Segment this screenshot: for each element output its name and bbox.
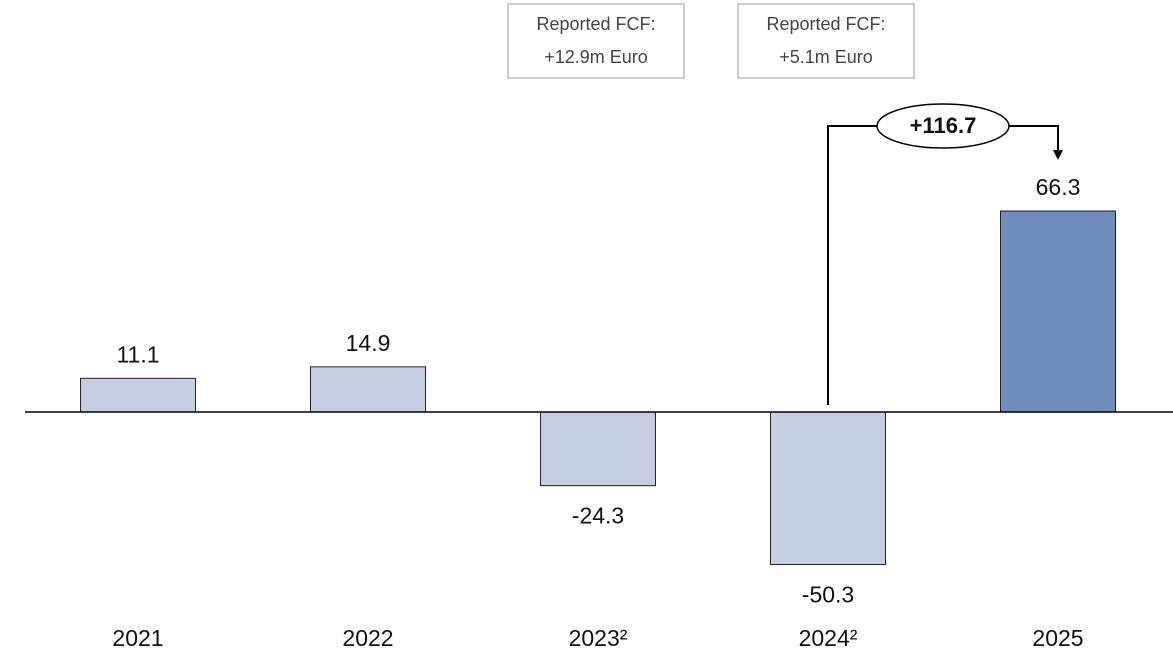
bar (80, 377, 196, 413)
annotation-text: +12.9m Euro (544, 47, 648, 67)
x-tick-label: 2024² (799, 625, 858, 651)
x-tick-label: 2022 (342, 625, 393, 651)
bar (1000, 210, 1116, 413)
change-bubble (876, 103, 1010, 149)
value-label: 14.9 (346, 330, 391, 356)
x-tick-label: 2023² (569, 625, 628, 651)
x-tick-label: 2021 (112, 625, 163, 651)
value-label: 11.1 (116, 341, 159, 367)
annotation-box (507, 3, 685, 79)
value-label: -24.3 (572, 503, 624, 529)
bar (540, 411, 656, 487)
bar (770, 411, 886, 565)
annotation-text: Reported FCF: (766, 14, 885, 34)
value-label: -50.3 (802, 582, 854, 608)
annotation-box (737, 3, 915, 79)
x-tick-label: 2025 (1032, 625, 1083, 651)
annotation-text: +5.1m Euro (779, 47, 873, 67)
change-label: +116.7 (910, 113, 977, 138)
bar (310, 366, 426, 413)
annotation-text: Reported FCF: (536, 14, 655, 34)
value-label: 66.3 (1036, 174, 1081, 200)
